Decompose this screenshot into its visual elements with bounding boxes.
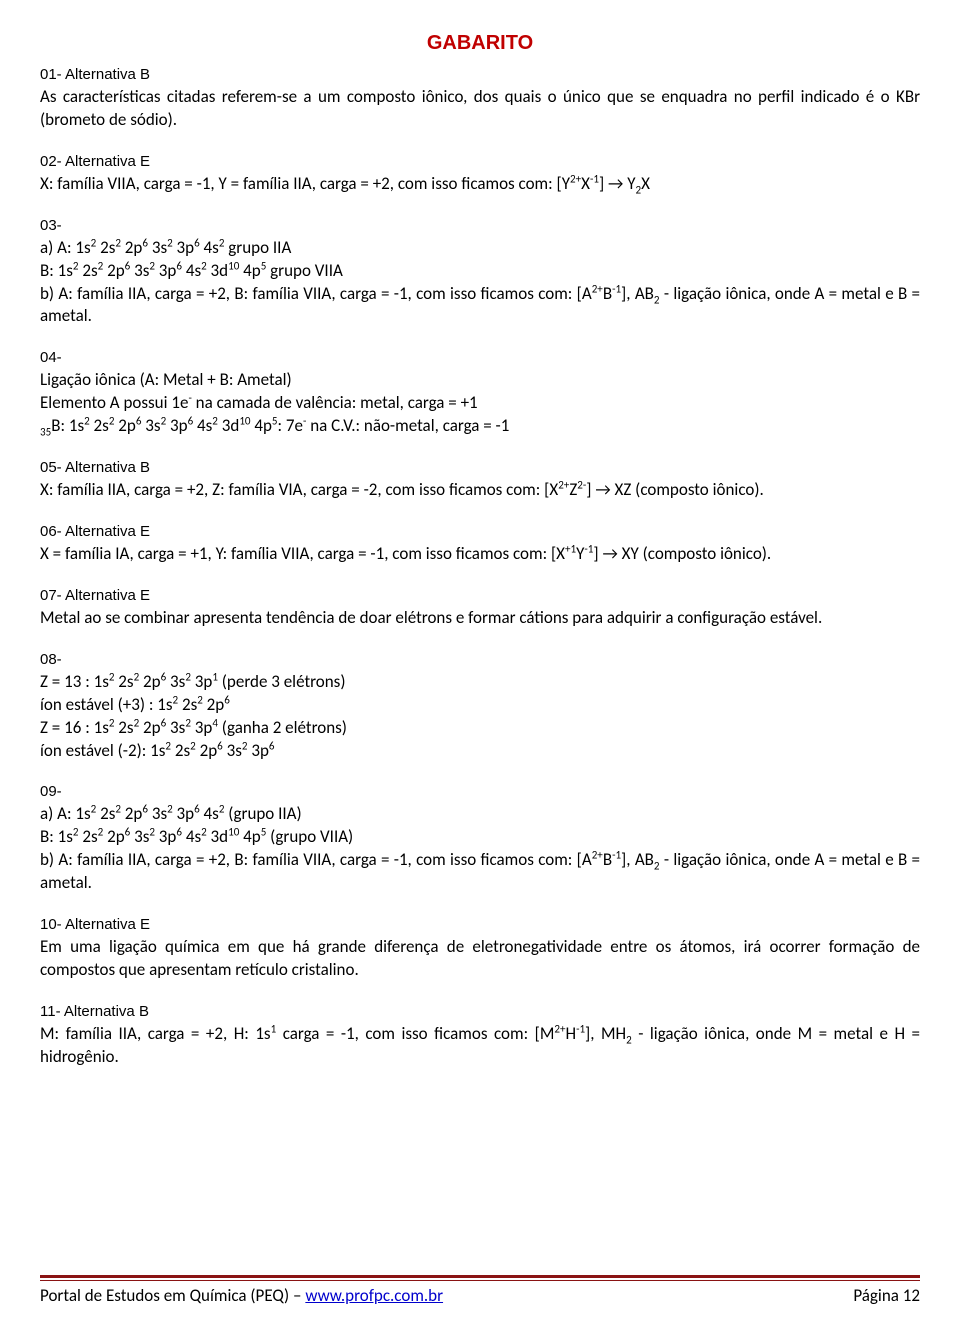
footer-rule-thick <box>40 1275 920 1278</box>
item-07: 07- Alternativa E Metal ao se combinar a… <box>40 584 920 630</box>
item-head: 09- <box>40 783 62 800</box>
item-body: M: família IIA, carga = +2, H: 1s1 carga… <box>40 1023 920 1067</box>
item-02: 02- Alternativa E X: família VIIA, carga… <box>40 150 920 196</box>
item-09: 09- a) A: 1s2 2s2 2p6 3s2 3p6 4s2 (grupo… <box>40 780 920 895</box>
item-01: 01- Alternativa B As características cit… <box>40 63 920 132</box>
item-05: 05- Alternativa B X: família IIA, carga … <box>40 456 920 502</box>
item-head: 01- Alternativa B <box>40 66 150 83</box>
item-head: 06- Alternativa E <box>40 523 150 540</box>
item-line: B: 1s2 2s2 2p6 3s2 3p6 4s2 3d10 4p5 grup… <box>40 260 343 281</box>
footer-row: Portal de Estudos em Química (PEQ) – www… <box>40 1285 920 1308</box>
item-head: 07- Alternativa E <box>40 587 150 604</box>
footer-page-number: Página 12 <box>853 1285 920 1308</box>
item-line: a) A: 1s2 2s2 2p6 3s2 3p6 4s2 grupo IIA <box>40 237 291 258</box>
page-body: GABARITO 01- Alternativa B As caracterís… <box>0 0 960 1069</box>
item-03: 03- a) A: 1s2 2s2 2p6 3s2 3p6 4s2 grupo … <box>40 214 920 329</box>
item-line: Z = 16 : 1s2 2s2 2p6 3s2 3p4 (ganha 2 el… <box>40 717 347 738</box>
item-body: X: família IIA, carga = +2, Z: família V… <box>40 479 764 500</box>
item-head: 05- Alternativa B <box>40 459 150 476</box>
item-06: 06- Alternativa E X = família IA, carga … <box>40 520 920 566</box>
page-title: GABARITO <box>40 30 920 57</box>
item-line: Z = 13 : 1s2 2s2 2p6 3s2 3p1 (perde 3 el… <box>40 671 346 692</box>
item-head: 11- Alternativa B <box>40 1003 149 1020</box>
page-footer: Portal de Estudos em Química (PEQ) – www… <box>40 1275 920 1308</box>
item-body: As características citadas referem-se a … <box>40 86 920 130</box>
item-body: Em uma ligação química em que há grande … <box>40 936 920 980</box>
item-body: X = família IA, carga = +1, Y: família V… <box>40 543 771 564</box>
item-04: 04- Ligação iônica (A: Metal + B: Ametal… <box>40 346 920 438</box>
item-line: B: 1s2 2s2 2p6 3s2 3p6 4s2 3d10 4p5 (gru… <box>40 826 353 847</box>
item-line: a) A: 1s2 2s2 2p6 3s2 3p6 4s2 (grupo IIA… <box>40 803 302 824</box>
item-line: b) A: família IIA, carga = +2, B: famíli… <box>40 849 920 893</box>
footer-rule-thin <box>40 1280 920 1281</box>
item-line: íon estável (-2): 1s2 2s2 2p6 3s2 3p6 <box>40 740 275 761</box>
footer-prefix: Portal de Estudos em Química (PEQ) – <box>40 1285 305 1306</box>
item-body: X: família VIIA, carga = -1, Y = família… <box>40 173 650 194</box>
item-08: 08- Z = 13 : 1s2 2s2 2p6 3s2 3p1 (perde … <box>40 648 920 763</box>
item-head: 08- <box>40 651 62 668</box>
item-head: 04- <box>40 349 62 366</box>
item-10: 10- Alternativa E Em uma ligação química… <box>40 913 920 982</box>
item-line: 35B: 1s2 2s2 2p6 3s2 3p6 4s2 3d10 4p5: 7… <box>40 415 509 436</box>
item-line: b) A: família IIA, carga = +2, B: famíli… <box>40 283 920 327</box>
item-head: 02- Alternativa E <box>40 153 150 170</box>
item-head: 10- Alternativa E <box>40 916 150 933</box>
item-line: Elemento A possui 1e- na camada de valên… <box>40 392 478 413</box>
item-head: 03- <box>40 217 62 234</box>
item-line: Ligação iônica (A: Metal + B: Ametal) <box>40 369 292 390</box>
item-11: 11- Alternativa B M: família IIA, carga … <box>40 1000 920 1069</box>
footer-link[interactable]: www.profpc.com.br <box>305 1285 443 1306</box>
footer-left: Portal de Estudos em Química (PEQ) – www… <box>40 1285 443 1308</box>
item-line: íon estável (+3) : 1s2 2s2 2p6 <box>40 694 230 715</box>
item-body: Metal ao se combinar apresenta tendência… <box>40 607 822 628</box>
